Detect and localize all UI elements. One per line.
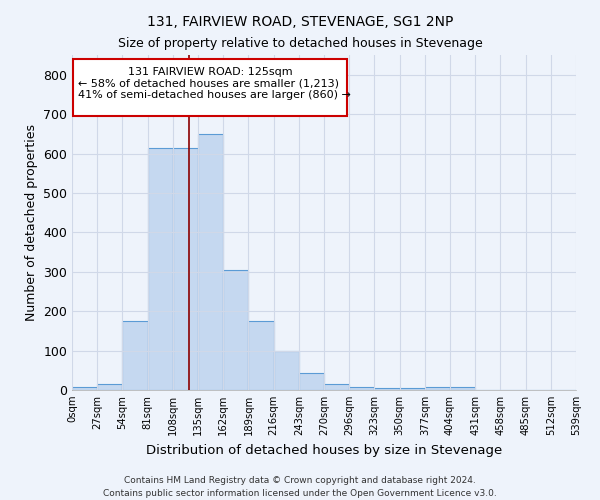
- Text: Contains public sector information licensed under the Open Government Licence v3: Contains public sector information licen…: [103, 488, 497, 498]
- Bar: [299, 374, 324, 390]
- Bar: [148, 148, 173, 390]
- Text: 41% of semi-detached houses are larger (860) →: 41% of semi-detached houses are larger (…: [77, 90, 350, 101]
- FancyBboxPatch shape: [73, 59, 347, 116]
- Bar: [374, 388, 400, 390]
- Text: Size of property relative to detached houses in Stevenage: Size of property relative to detached ho…: [118, 38, 482, 51]
- Text: ← 58% of detached houses are smaller (1,213): ← 58% of detached houses are smaller (1,…: [77, 78, 338, 88]
- Bar: [248, 321, 274, 390]
- Bar: [122, 321, 148, 390]
- Text: 131, FAIRVIEW ROAD, STEVENAGE, SG1 2NP: 131, FAIRVIEW ROAD, STEVENAGE, SG1 2NP: [147, 15, 453, 29]
- Bar: [349, 387, 374, 390]
- Bar: [173, 148, 198, 390]
- Bar: [324, 384, 349, 390]
- X-axis label: Distribution of detached houses by size in Stevenage: Distribution of detached houses by size …: [146, 444, 502, 456]
- Y-axis label: Number of detached properties: Number of detached properties: [25, 124, 38, 321]
- Bar: [97, 384, 122, 390]
- Bar: [198, 134, 223, 390]
- Text: 131 FAIRVIEW ROAD: 125sqm: 131 FAIRVIEW ROAD: 125sqm: [128, 67, 292, 77]
- Bar: [72, 387, 97, 390]
- Bar: [450, 387, 475, 390]
- Bar: [425, 387, 450, 390]
- Bar: [400, 388, 425, 390]
- Bar: [274, 350, 299, 390]
- Bar: [223, 270, 248, 390]
- Text: Contains HM Land Registry data © Crown copyright and database right 2024.: Contains HM Land Registry data © Crown c…: [124, 476, 476, 485]
